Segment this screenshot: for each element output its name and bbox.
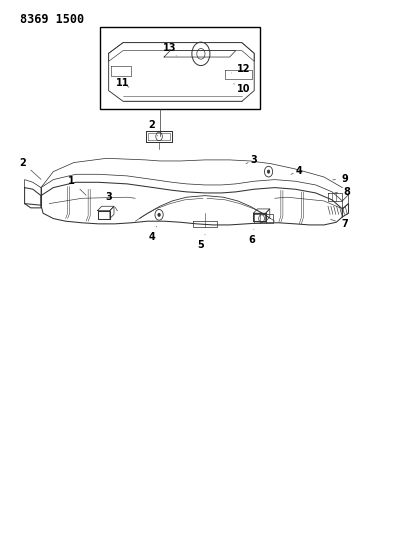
- Text: 2: 2: [148, 120, 157, 136]
- Text: 3: 3: [245, 155, 257, 165]
- Text: 7: 7: [330, 219, 347, 229]
- Text: 10: 10: [233, 84, 250, 94]
- Text: 3: 3: [105, 192, 117, 211]
- Circle shape: [267, 170, 269, 173]
- Circle shape: [157, 213, 160, 216]
- Text: 2: 2: [19, 158, 41, 179]
- Text: 6: 6: [248, 229, 255, 245]
- FancyBboxPatch shape: [100, 27, 260, 109]
- Text: 1: 1: [68, 176, 86, 195]
- Text: 13: 13: [163, 43, 176, 56]
- Text: 8369 1500: 8369 1500: [20, 13, 84, 26]
- Text: 5: 5: [197, 235, 204, 250]
- Text: 8: 8: [334, 187, 349, 197]
- Text: 4: 4: [148, 227, 156, 242]
- Text: 12: 12: [231, 64, 250, 74]
- Text: 4: 4: [290, 166, 302, 175]
- Text: 11: 11: [116, 78, 129, 87]
- Text: 9: 9: [332, 174, 347, 183]
